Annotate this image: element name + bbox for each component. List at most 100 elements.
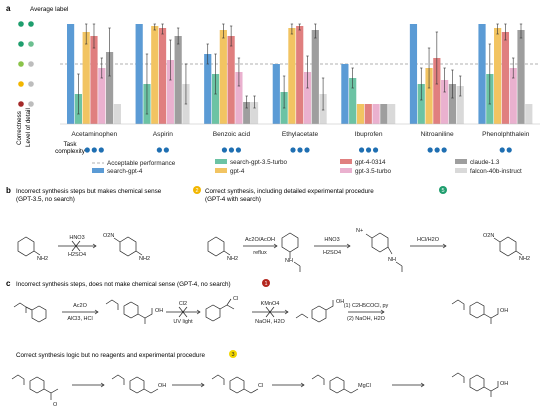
panel-c-top-badge bbox=[262, 279, 270, 287]
b-ring-3 bbox=[229, 376, 245, 394]
benzene-ring-aniline-r bbox=[207, 236, 225, 257]
arrowhead-r3 bbox=[442, 243, 447, 249]
correctness-label: Correctness bbox=[16, 111, 23, 145]
bond-no2-final bbox=[493, 237, 501, 243]
benzene-ring-final bbox=[499, 236, 517, 257]
category-label: Nitroaniline bbox=[421, 131, 454, 138]
label-nh-acetanilide: NH bbox=[285, 258, 293, 264]
task-complexity-dot bbox=[372, 147, 379, 153]
task-complexity-label-1: Task bbox=[64, 141, 78, 148]
detail-dot bbox=[28, 41, 34, 47]
bar-gpt-4-0314 bbox=[158, 28, 167, 124]
bond-nh2-final bbox=[515, 250, 523, 256]
label-cl-chloride: Cl bbox=[258, 383, 263, 389]
panel-b-right-title: Correct synthesis, including detailed ex… bbox=[205, 188, 374, 195]
detail-dot bbox=[28, 101, 34, 107]
bar-gpt-3.5-turbo bbox=[235, 72, 243, 124]
category-label: Ethylacetate bbox=[282, 131, 319, 138]
bar-gpt-4-0314 bbox=[90, 36, 98, 124]
reagent-c4-top: (1) C2H5COCl, py bbox=[344, 303, 389, 309]
reagent-c2-top: Cl2 bbox=[179, 301, 187, 307]
b-grignard bbox=[343, 388, 359, 394]
panel-a-label: a bbox=[6, 4, 11, 13]
bar-claude-1.3 bbox=[105, 52, 114, 124]
task-complexity-dot bbox=[235, 147, 242, 153]
panel-b-left-badge-text: 2 bbox=[195, 188, 198, 194]
correctness-dot bbox=[18, 21, 24, 27]
bar-search-gpt-4 bbox=[341, 64, 349, 124]
panel-c-top-title: Incorrect synthesis steps, does not make… bbox=[16, 281, 231, 288]
bar-gpt-4 bbox=[494, 28, 502, 124]
b-acid-chain bbox=[483, 381, 499, 392]
task-complexity-dot bbox=[163, 147, 169, 153]
panel-b-left-title: Incorrect synthesis steps but makes chem… bbox=[16, 188, 162, 195]
task-complexity-dot bbox=[441, 147, 447, 153]
correctness-dot bbox=[18, 101, 24, 107]
bond-c1 bbox=[25, 306, 33, 311]
b-chain-1 bbox=[11, 374, 25, 385]
category-label: Phenolphthalein bbox=[482, 131, 530, 138]
legend-label-claude-1.3: claude-1.3 bbox=[470, 159, 500, 166]
bar-claude-1.3 bbox=[243, 102, 251, 124]
b-ring-1 bbox=[29, 376, 45, 394]
ring-c3 bbox=[205, 304, 221, 322]
benzene-ring-nitroaniline bbox=[119, 236, 137, 257]
panel-b-label: b bbox=[6, 186, 11, 195]
b-chain-3 bbox=[211, 374, 225, 385]
arrowhead-b3 bbox=[300, 382, 305, 388]
reagent-c1-bot: AlCl3, HCl bbox=[67, 316, 92, 322]
legend-swatch-gpt-4 bbox=[215, 168, 227, 173]
arrowhead-c3 bbox=[284, 309, 289, 315]
reagent-c3-bot: NaOH, H2O bbox=[255, 319, 285, 325]
correctness-dot bbox=[18, 61, 24, 67]
bar-gpt-3.5-turbo bbox=[441, 80, 449, 124]
panel-c-bottom-badge bbox=[229, 350, 237, 358]
reagent-r3-top: HCl/H2O bbox=[417, 237, 440, 243]
bar-search-gpt-3.5-turbo bbox=[211, 74, 220, 124]
panel-c-top-badge-text: 1 bbox=[264, 281, 267, 287]
task-complexity-dot bbox=[297, 147, 303, 153]
isobutyl-chain-4 bbox=[295, 313, 309, 319]
panel-c-top-structures bbox=[13, 298, 499, 324]
label-nh2-left-product: NH2 bbox=[139, 256, 150, 262]
bar-claude-1.3 bbox=[311, 30, 319, 124]
legend-label-search-gpt-3.5-turbo: search-gpt-3.5-turbo bbox=[230, 159, 288, 166]
category-label: Ibuprofen bbox=[355, 131, 383, 138]
b-chloride bbox=[243, 388, 259, 394]
isobutyl-chain-1 bbox=[13, 302, 27, 313]
arrowhead-b-left bbox=[92, 243, 97, 249]
legend-swatch-search-gpt-3.5-turbo bbox=[215, 159, 227, 164]
score-scale-dots bbox=[18, 21, 34, 107]
bar-claude-1.3 bbox=[448, 84, 457, 124]
bar-gpt-4 bbox=[356, 104, 365, 124]
legend-label-gpt-4: gpt-4 bbox=[230, 168, 245, 175]
legend-label-search-gpt-4: search-gpt-4 bbox=[107, 168, 143, 175]
benzene-ring-nitroacetanilide bbox=[371, 232, 389, 253]
bar-gpt-3.5-turbo bbox=[509, 68, 517, 124]
reagent-r1-bot: reflux bbox=[253, 250, 267, 256]
bar-search-gpt-4 bbox=[478, 24, 486, 124]
b-ring-5 bbox=[469, 374, 485, 392]
bar-search-gpt-3.5-turbo bbox=[349, 78, 357, 124]
label-cl-c3: Cl bbox=[233, 296, 238, 302]
chloro-methyl bbox=[226, 304, 235, 310]
panel-b-left-badge bbox=[193, 186, 201, 194]
label-nh2-aniline: NH2 bbox=[37, 256, 48, 262]
legend-swatch-gpt-3.5-turbo bbox=[340, 168, 352, 173]
task-complexity-dot bbox=[84, 147, 90, 153]
b-ring-2 bbox=[129, 376, 145, 394]
reagent-b-left-top: HNO3 bbox=[69, 235, 84, 241]
bar-chart: Acetaminophen Aspirin Benzoic acid Ethylace… bbox=[60, 23, 540, 153]
reagent-r1-top: Ac2O/AcOH bbox=[245, 237, 275, 243]
legend-swatch-falcon-40b-instruct bbox=[455, 168, 467, 173]
task-complexity-dot bbox=[499, 147, 505, 153]
ring-c2 bbox=[123, 301, 139, 319]
bar-search-gpt-4 bbox=[409, 24, 418, 124]
panel-c-bottom-title: Correct synthesis logic but no reagents … bbox=[16, 352, 206, 359]
bar-gpt-3.5-turbo bbox=[303, 72, 312, 124]
label-oh-alcohol: OH bbox=[158, 383, 166, 389]
bond-nh2 bbox=[33, 250, 41, 256]
label-o-ketone: O bbox=[53, 402, 58, 408]
